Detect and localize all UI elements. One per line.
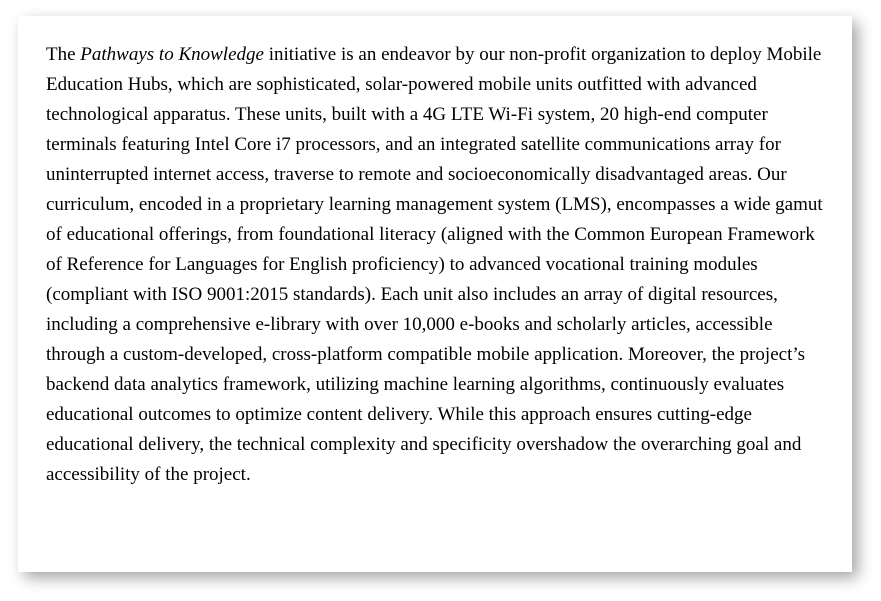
paragraph: The Pathways to Knowledge initiative is … [46,40,824,490]
paragraph-lead: The [46,44,80,65]
document-card: The Pathways to Knowledge initiative is … [18,16,852,572]
paragraph-italic-title: Pathways to Knowledge [80,44,264,65]
paragraph-body: initiative is an endeavor by our non-pro… [46,44,823,485]
